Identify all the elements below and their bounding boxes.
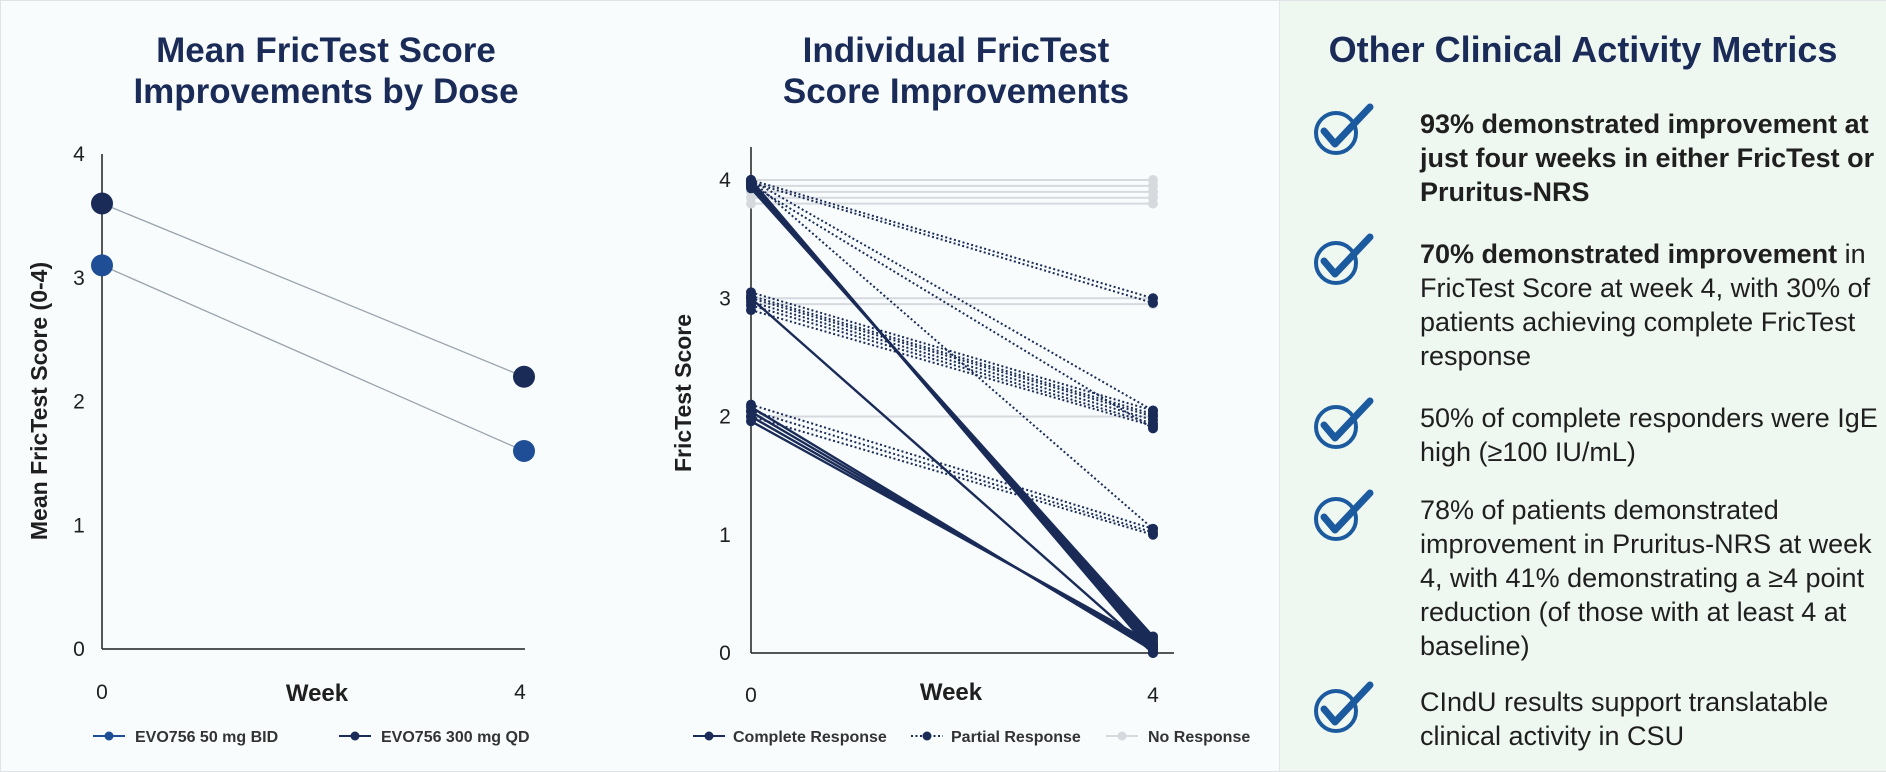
chart2-point-complete-7-week0 xyxy=(746,183,756,194)
clinical-metrics-panel: Other Clinical Activity Metrics 93% demo… xyxy=(1279,1,1886,771)
chart-individual-score: Individual FricTest Score Improvements 0… xyxy=(670,31,1250,746)
metric-text-5: CIndU results support translatable clini… xyxy=(1420,685,1886,753)
chart1-legend-label-300mg: EVO756 300 mg QD xyxy=(381,729,530,746)
chart1-y-tick-label-2: 2 xyxy=(73,391,85,414)
chart1-legend-item-300mg: EVO756 300 mg QD xyxy=(339,729,530,746)
chart2-legend-item-partial: Partial Response xyxy=(911,729,1081,746)
metric-text-4: 78% of patients demonstrated improvement… xyxy=(1420,493,1886,663)
chart1-title-line1: Mean FricTest Score xyxy=(156,31,496,70)
chart1-point-300mg-week0 xyxy=(91,192,113,215)
chart2-line-partial-22 xyxy=(750,304,1154,425)
chart2-line-complete-7 xyxy=(750,187,1154,638)
chart1-point-50mg-week0 xyxy=(91,254,113,277)
chart2-point-no-31-week4 xyxy=(1148,198,1158,209)
chart1-y-tick-label-0: 0 xyxy=(73,638,85,661)
chart2-legend-label-partial: Partial Response xyxy=(951,729,1081,746)
chart2-point-partial-23-week0 xyxy=(746,305,756,316)
chart2-legend-marker-partial xyxy=(922,731,932,741)
checkmark-icon xyxy=(1310,231,1376,287)
chart2-point-complete-12-week0 xyxy=(746,416,756,427)
chart2-x-tick-label-0: 0 xyxy=(745,684,757,707)
chart1-point-300mg-week4 xyxy=(513,365,535,388)
chart2-x-axis-label: Week xyxy=(920,679,983,706)
chart2-title-line2: Score Improvements xyxy=(783,72,1129,111)
chart1-legend-label-50mg: EVO756 50 mg BID xyxy=(135,729,278,746)
chart2-point-complete-8-week0 xyxy=(746,293,756,304)
chart2-title-line1: Individual FricTest xyxy=(803,31,1110,70)
checkmark-icon xyxy=(1310,487,1376,543)
metric-text-2: 70% demonstrated improvement in FricTest… xyxy=(1420,237,1886,373)
chart2-legend-item-complete: Complete Response xyxy=(693,729,887,746)
metric-plain-text-5: CIndU results support translatable clini… xyxy=(1420,687,1829,751)
chart2-point-complete-12-week4 xyxy=(1148,638,1158,649)
chart1-series-line-300mg xyxy=(101,202,525,378)
chart-mean-score: Mean FricTest Score Improvements by Dose… xyxy=(26,31,535,746)
checkmark-icon xyxy=(1310,679,1376,735)
metric-bold-text-1: 93% demonstrated improvement at just fou… xyxy=(1420,109,1875,207)
chart1-legend: EVO756 50 mg BID EVO756 300 mg QD xyxy=(93,729,530,746)
chart1-x-tick-label-0: 0 xyxy=(96,681,108,704)
chart1-y-tick-label-3: 3 xyxy=(73,267,85,290)
chart1-point-50mg-week4 xyxy=(513,440,535,462)
chart2-x-tick-label-4: 4 xyxy=(1147,684,1159,707)
chart2-y-tick-label-1: 1 xyxy=(719,524,731,547)
chart2-legend-label-complete: Complete Response xyxy=(733,729,887,746)
chart2-line-complete-8 xyxy=(750,297,1154,654)
chart2-line-partial-20 xyxy=(750,297,1154,418)
chart1-title-line2: Improvements by Dose xyxy=(133,72,518,111)
metric-plain-text-2: in FricTest Score at week 4, with 30% of… xyxy=(1420,239,1871,371)
chart2-legend-marker-none xyxy=(1117,731,1127,741)
chart2-point-partial-14-week4 xyxy=(1148,297,1158,308)
chart2-y-axis-label: FricTest Score xyxy=(670,314,696,472)
chart2-point-no-31-week0 xyxy=(746,198,756,209)
chart2-point-partial-23-week4 xyxy=(1148,420,1158,431)
metric-text-3: 50% of complete responders were IgE high… xyxy=(1420,401,1886,469)
chart2-line-partial-21 xyxy=(750,300,1154,422)
chart2-line-partial-14 xyxy=(750,181,1154,304)
chart2-point-complete-7-week4 xyxy=(1148,631,1158,642)
checkmark-icon xyxy=(1310,395,1376,451)
chart2-line-partial-24 xyxy=(750,403,1154,530)
chart2-line-partial-17 xyxy=(750,179,1154,530)
chart2-legend: Complete Response Partial Response No Re… xyxy=(693,729,1250,746)
chart1-series-line-50mg xyxy=(101,264,525,452)
charts-canvas: Mean FricTest Score Improvements by Dose… xyxy=(26,31,1250,746)
checkmark-icon xyxy=(1310,101,1376,157)
metric-bold-text-2: 70% demonstrated improvement xyxy=(1420,239,1838,269)
metrics-panel-title: Other Clinical Activity Metrics xyxy=(1328,29,1838,70)
chart1-x-tick-label-4: 4 xyxy=(514,681,526,704)
chart1-y-tick-label-1: 1 xyxy=(73,514,85,537)
chart2-y-tick-label-0: 0 xyxy=(719,642,731,665)
chart2-line-partial-16 xyxy=(750,183,1154,430)
chart2-point-partial-26-week4 xyxy=(1148,529,1158,540)
chart1-legend-item-50mg: EVO756 50 mg BID xyxy=(93,729,278,746)
chart1-legend-marker-50mg xyxy=(104,731,114,741)
metric-plain-text-3: 50% of complete responders were IgE high… xyxy=(1420,403,1878,467)
chart2-line-partial-23 xyxy=(750,309,1154,427)
chart1-x-axis-label: Week xyxy=(286,680,349,707)
chart2-legend-label-none: No Response xyxy=(1148,729,1250,746)
metric-plain-text-4: 78% of patients demonstrated improvement… xyxy=(1420,495,1872,661)
chart2-legend-marker-complete xyxy=(704,731,714,741)
chart2-line-complete-12 xyxy=(750,420,1154,645)
chart2-legend-item-none: No Response xyxy=(1106,729,1250,746)
chart1-y-tick-label-4: 4 xyxy=(73,143,85,166)
metric-text-1: 93% demonstrated improvement at just fou… xyxy=(1420,107,1886,209)
chart2-y-tick-label-2: 2 xyxy=(719,406,731,429)
chart2-line-partial-15 xyxy=(750,179,1154,412)
chart2-y-tick-label-4: 4 xyxy=(719,169,731,192)
chart1-y-axis-label: Mean FricTest Score (0-4) xyxy=(26,262,52,540)
chart2-y-tick-label-3: 3 xyxy=(719,287,731,310)
chart1-legend-marker-300mg xyxy=(350,731,360,741)
chart2-line-partial-25 xyxy=(750,409,1154,534)
